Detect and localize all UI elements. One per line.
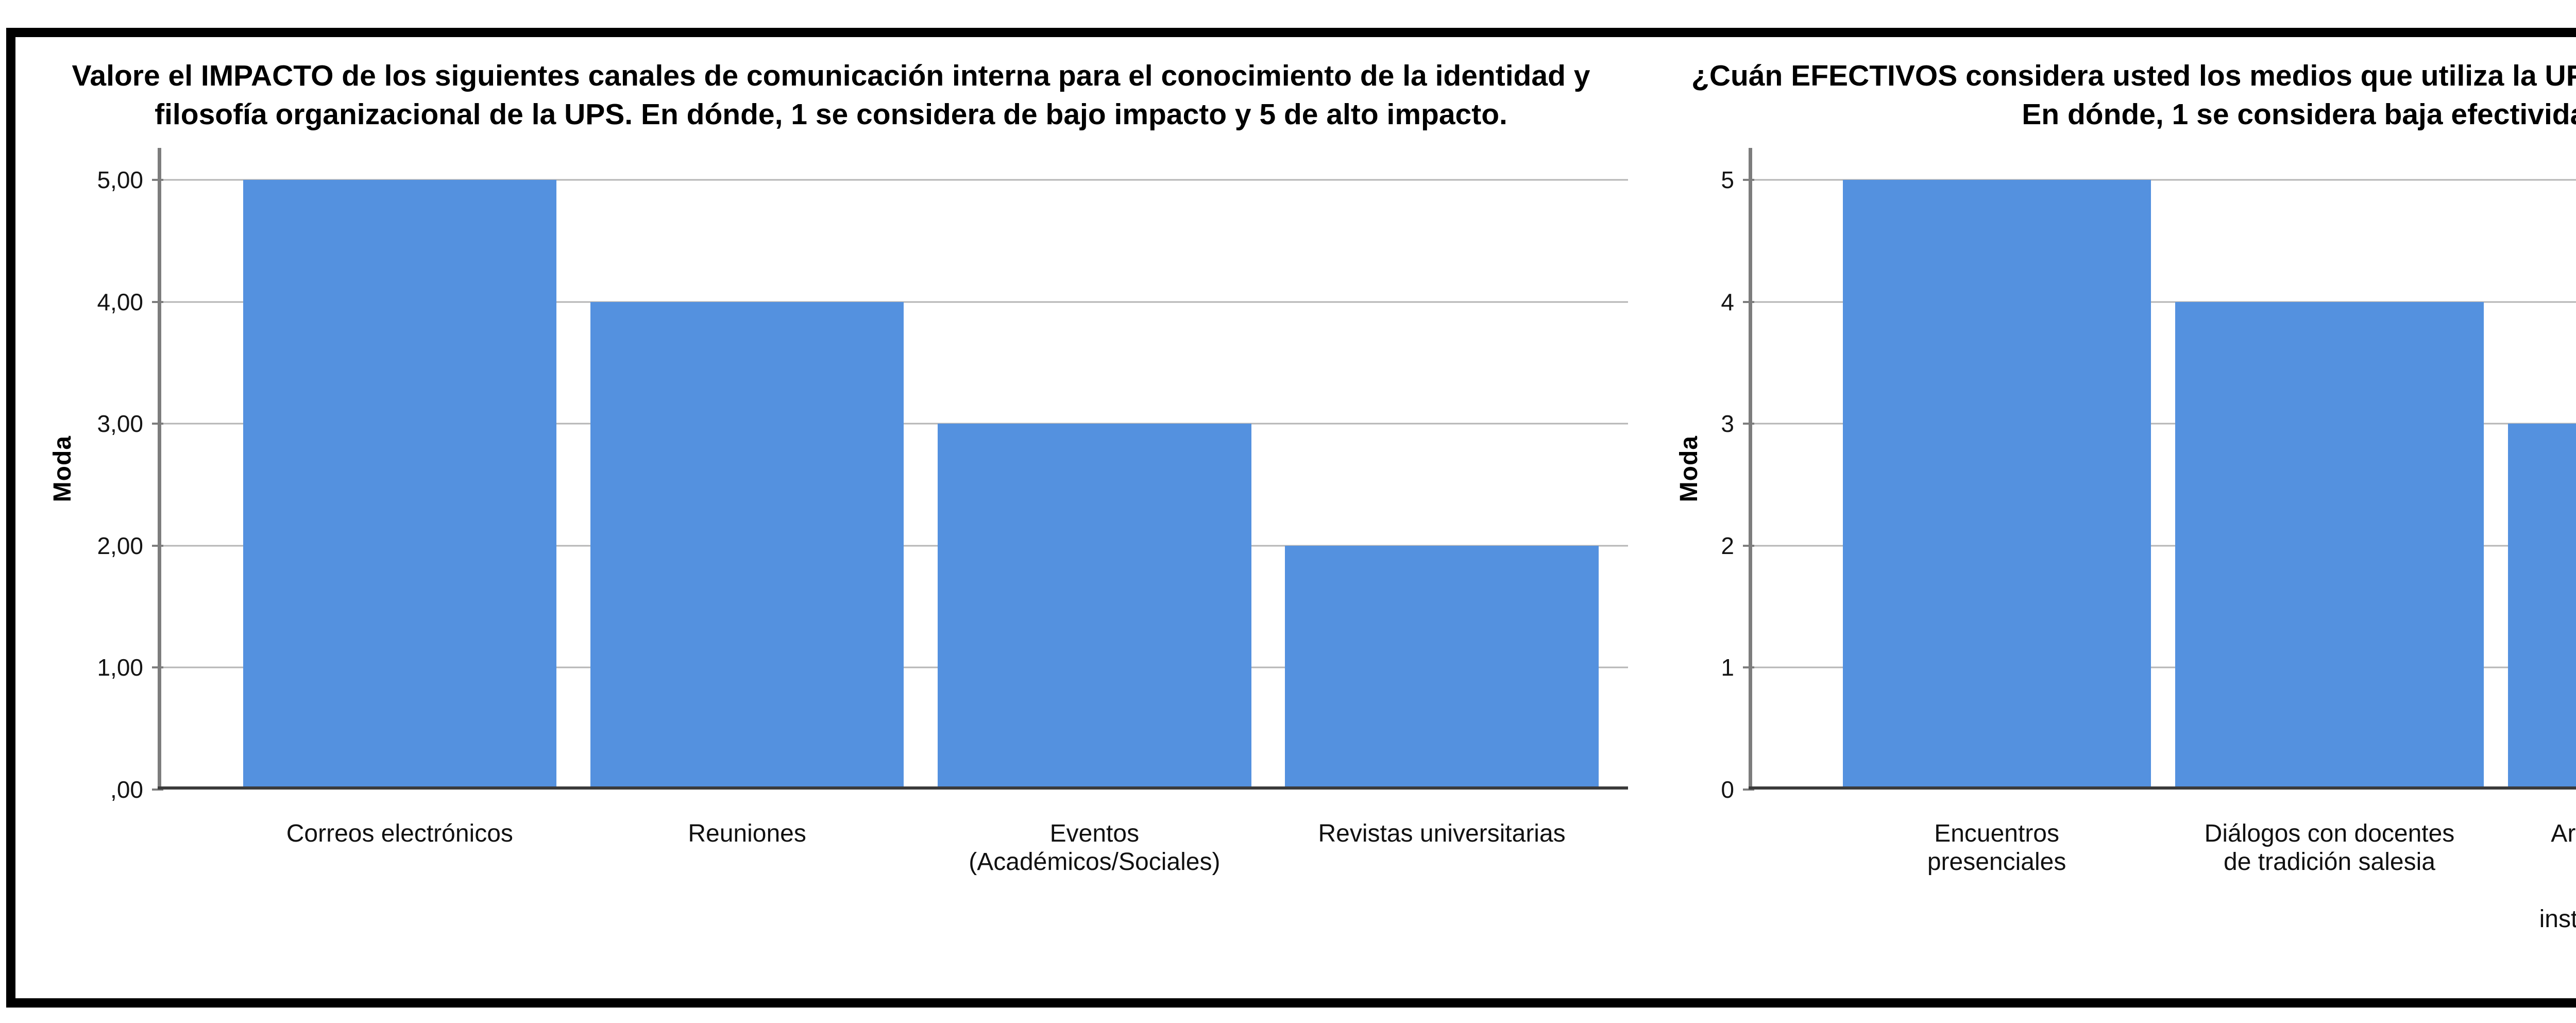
frame-border: Valore el IMPACTO de los siguientes cana… bbox=[6, 28, 2576, 1008]
gridline bbox=[1749, 423, 2576, 425]
bar bbox=[2508, 424, 2576, 790]
chart-title: ¿Cuán EFECTIVOS considera usted los medi… bbox=[1662, 37, 2576, 148]
y-tick-label: 0 bbox=[1721, 776, 1734, 803]
plot-area bbox=[1743, 148, 2576, 791]
x-category-label: Revistas universitarias bbox=[1318, 820, 1566, 847]
bar bbox=[1842, 180, 2151, 790]
y-tick-mark bbox=[152, 179, 163, 181]
chart-title-text: ¿Cuán EFECTIVOS considera usted los medi… bbox=[1691, 59, 2576, 131]
x-category-label: Artículos escritos en medios de comunica… bbox=[2539, 820, 2576, 933]
gridline bbox=[158, 301, 1628, 303]
y-axis-label: Moda bbox=[48, 435, 76, 502]
chart-impacto-canales: Valore el IMPACTO de los siguientes cana… bbox=[15, 37, 1636, 998]
y-axis-line bbox=[1749, 148, 1752, 790]
x-axis-labels: Correos electrónicos Reuniones Eventos (Ac… bbox=[158, 790, 1628, 998]
x-category-label: Correos electrónicos bbox=[286, 820, 513, 847]
x-axis-line bbox=[158, 786, 1628, 790]
bar bbox=[243, 180, 557, 790]
gridline bbox=[1749, 545, 2576, 547]
y-axis-ticks: 5 4 3 2 1 0 bbox=[1716, 148, 1749, 803]
bar bbox=[2175, 301, 2484, 790]
y-tick-label: 1,00 bbox=[97, 654, 143, 681]
chart-title-text: Valore el IMPACTO de los siguientes cana… bbox=[72, 59, 1590, 131]
x-category-label: Diálogos con docentes de tradición sales… bbox=[2204, 820, 2455, 876]
bar bbox=[938, 424, 1251, 790]
y-axis-label: Moda bbox=[1675, 435, 1703, 502]
bar bbox=[1285, 545, 1599, 790]
y-tick-mark bbox=[1743, 423, 1754, 425]
y-tick-mark bbox=[1743, 300, 1754, 303]
y-tick-label: 4,00 bbox=[97, 288, 143, 315]
y-tick-label: 2 bbox=[1721, 532, 1734, 559]
bar bbox=[590, 301, 904, 790]
y-tick-mark bbox=[1743, 789, 1754, 791]
y-tick-mark bbox=[152, 789, 163, 791]
y-tick-mark bbox=[1743, 544, 1754, 547]
gridline bbox=[1749, 179, 2576, 181]
chart-efectividad-medios: ¿Cuán EFECTIVOS considera usted los medi… bbox=[1636, 37, 2576, 998]
y-tick-mark bbox=[152, 423, 163, 425]
x-axis-line bbox=[1749, 786, 2576, 790]
y-tick-label: 3 bbox=[1721, 410, 1734, 438]
y-tick-label: ,00 bbox=[110, 776, 143, 803]
y-tick-mark bbox=[152, 300, 163, 303]
chart-title: Valore el IMPACTO de los siguientes cana… bbox=[34, 37, 1628, 148]
x-category-label: Encuentros presenciales bbox=[1927, 820, 2066, 876]
y-tick-mark bbox=[152, 544, 163, 547]
x-axis-labels: Encuentros presenciales Diálogos con doce… bbox=[1749, 790, 2576, 998]
y-axis-label-cell: Moda bbox=[1662, 148, 1716, 790]
y-tick-label: 5,00 bbox=[97, 166, 143, 194]
gridline bbox=[158, 179, 1628, 181]
x-category-label: Reuniones bbox=[688, 820, 806, 847]
plot-area bbox=[152, 148, 1628, 791]
y-axis-label-cell: Moda bbox=[34, 148, 91, 790]
gridline bbox=[1749, 301, 2576, 303]
x-category-label: Eventos (Académicos/Sociales) bbox=[969, 820, 1221, 876]
y-tick-label: 2,00 bbox=[97, 532, 143, 559]
y-tick-label: 4 bbox=[1721, 288, 1734, 315]
y-tick-label: 5 bbox=[1721, 166, 1734, 194]
y-tick-mark bbox=[1743, 179, 1754, 181]
y-tick-label: 1 bbox=[1721, 654, 1734, 681]
gridline bbox=[1749, 666, 2576, 668]
y-tick-mark bbox=[1743, 666, 1754, 669]
y-tick-label: 3,00 bbox=[97, 410, 143, 438]
y-axis-line bbox=[158, 148, 161, 790]
y-tick-mark bbox=[152, 666, 163, 669]
y-axis-ticks: 5,00 4,00 3,00 2,00 1,00 ,00 bbox=[91, 148, 158, 803]
